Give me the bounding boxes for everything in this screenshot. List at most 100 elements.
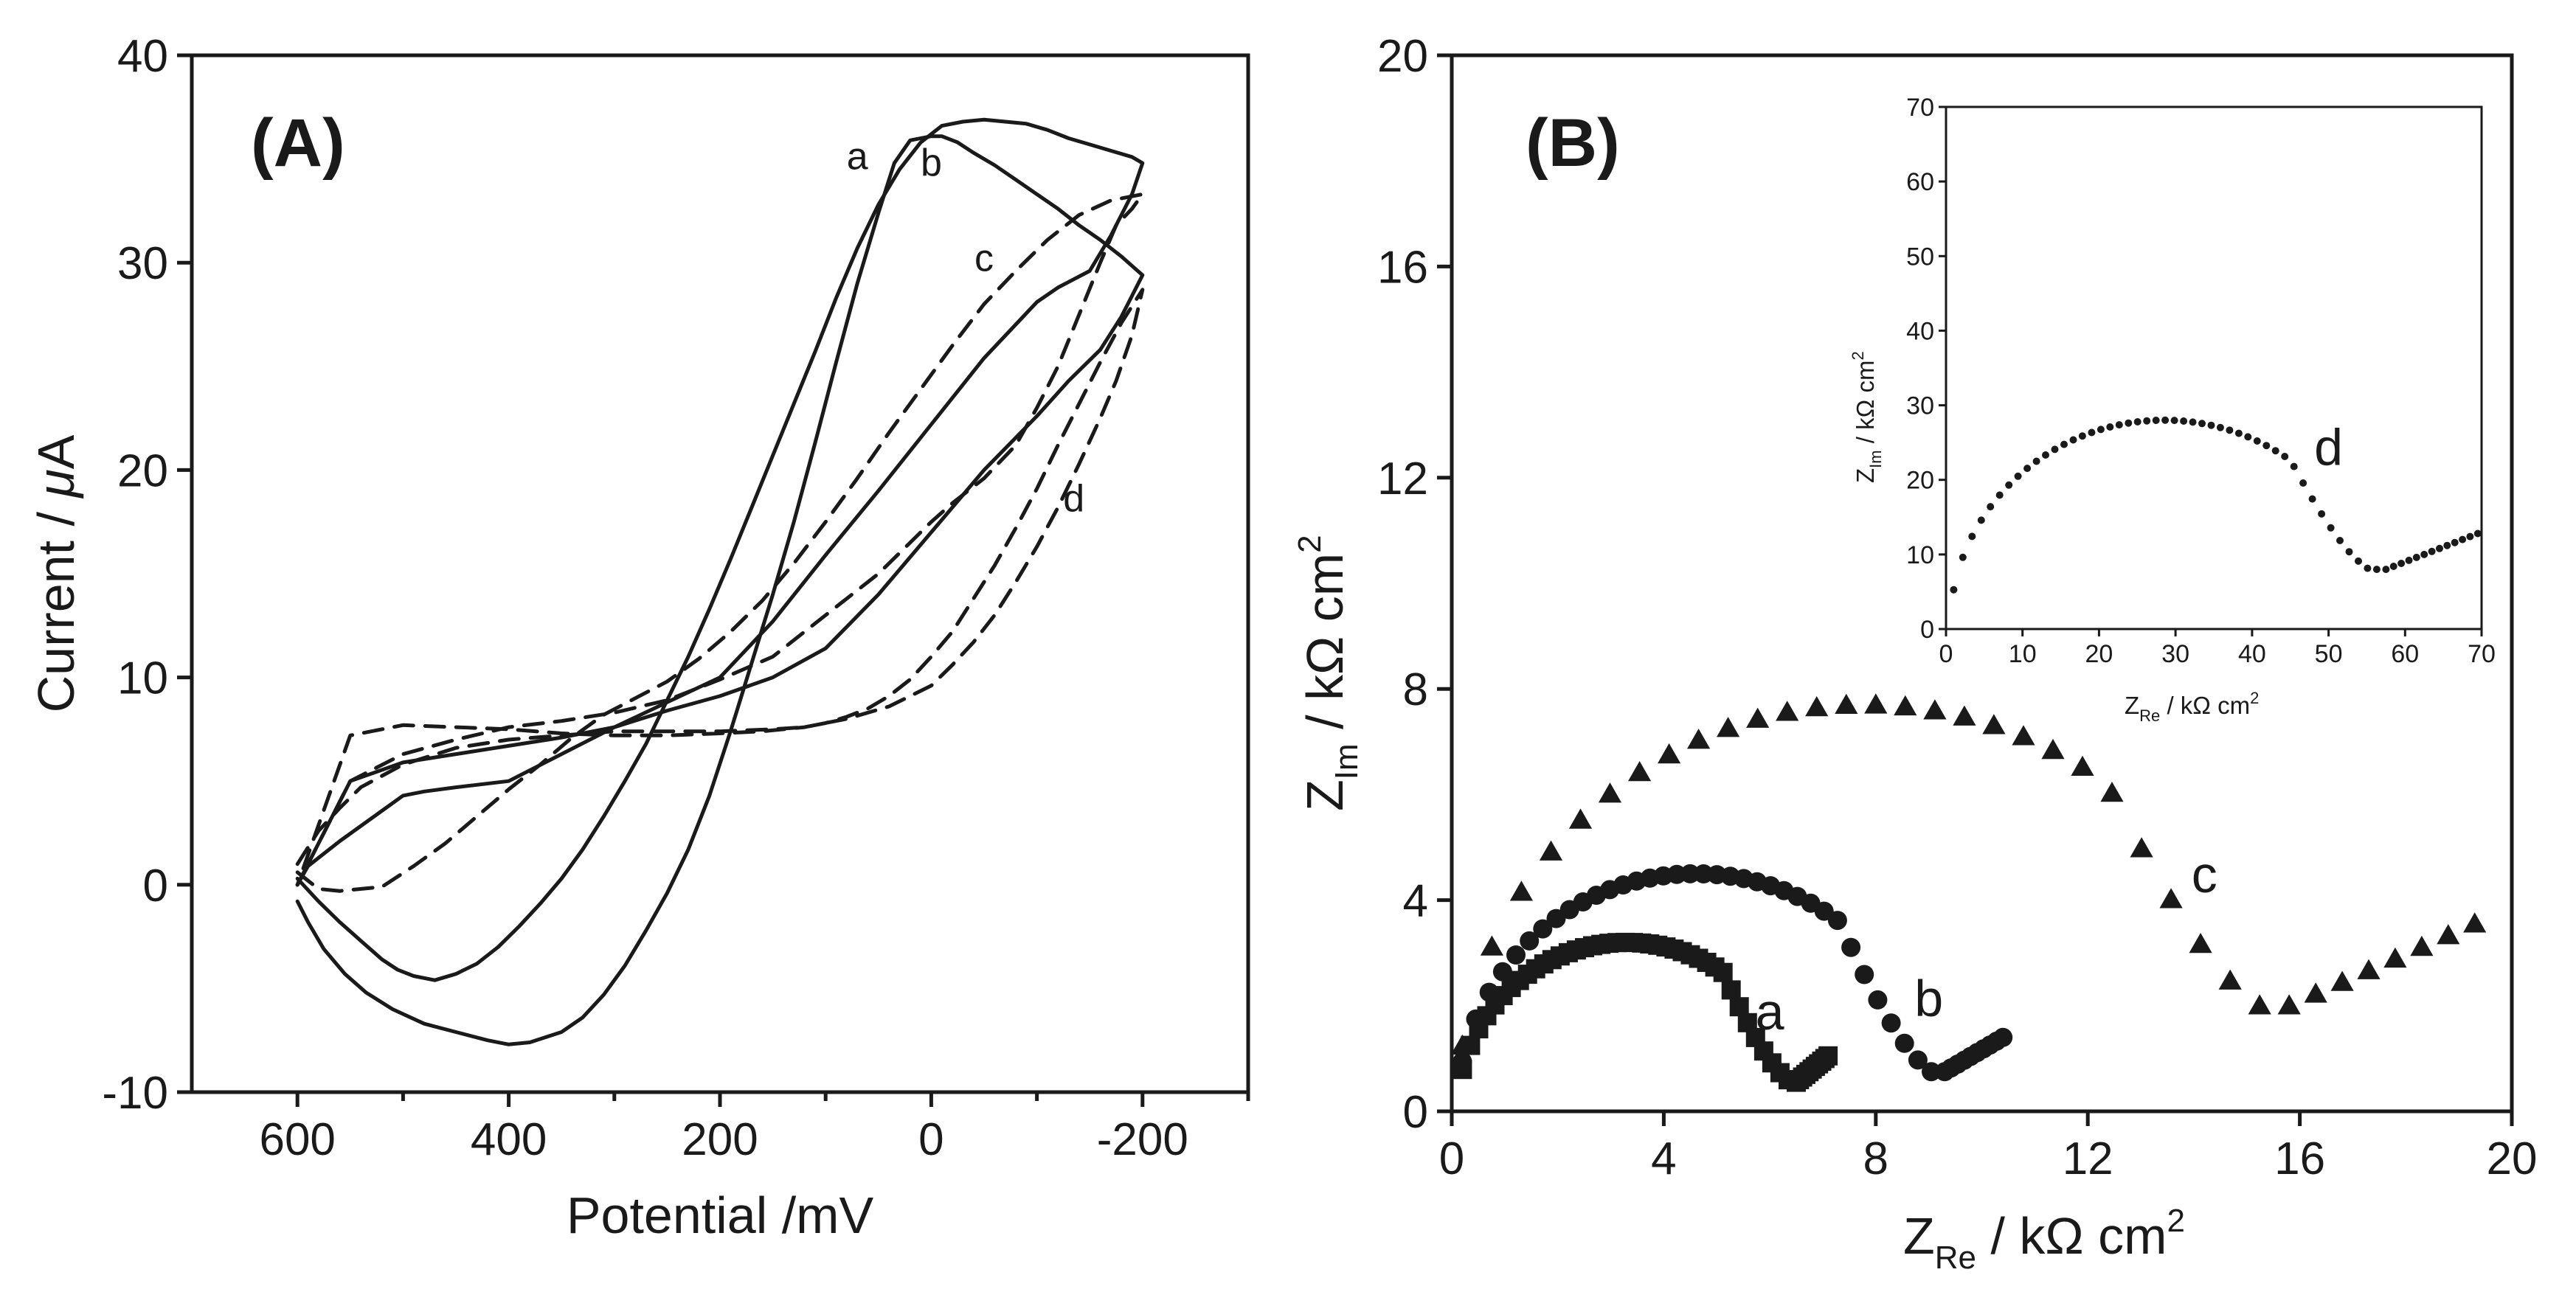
panel-b-x-label-z: Z — [1903, 1207, 1935, 1265]
inset-point-d — [2051, 445, 2059, 454]
panel-a-x-tick-label: 400 — [471, 1114, 547, 1165]
panel-b-point-a — [1713, 962, 1733, 982]
inset-y-tick-label: 40 — [1906, 317, 1934, 345]
panel-b-curve-labels: a b c — [1756, 846, 2217, 1041]
panel-a-y-tick-label: 30 — [117, 238, 168, 289]
inset-point-d — [2234, 429, 2243, 437]
panel-b-point-c — [2071, 755, 2094, 776]
panel-b-point-a — [1818, 1046, 1838, 1066]
inset-point-d — [2244, 433, 2252, 441]
panel-b-point-c — [1864, 693, 1888, 714]
inset-point-d — [2271, 447, 2279, 455]
inset-point-d — [2436, 544, 2443, 552]
panel-b-x-tick-label: 16 — [2274, 1133, 2325, 1184]
panel-b-point-b — [1908, 1050, 1928, 1070]
inset-point-d — [2253, 437, 2261, 445]
inset-curve-label-d: d — [2314, 419, 2343, 476]
inset-x-tick-label: 40 — [2238, 640, 2266, 668]
panel-b-y-tick-label: 0 — [1403, 1087, 1428, 1138]
panel-b-point-b — [1894, 1033, 1914, 1053]
panel-b-curve-label-b: b — [1914, 970, 1943, 1027]
panel-b-point-c — [1658, 743, 1681, 764]
panel-b-point-c — [2357, 959, 2381, 979]
inset-x-axis-label: ZRe / kΩ cm2 — [2125, 689, 2259, 725]
inset-point-d — [2023, 465, 2032, 473]
panel-b-point-c — [1953, 705, 1976, 726]
panel-b-point-c — [2189, 933, 2212, 954]
panel-b-y-tick-label: 20 — [1377, 31, 1428, 82]
panel-b-point-c — [1717, 717, 1740, 737]
inset-point-d — [2451, 538, 2459, 546]
panel-b-point-c — [2304, 982, 2327, 1003]
panel-b-y-tick-label: 4 — [1403, 876, 1428, 927]
inset-point-d — [2115, 421, 2123, 429]
inset-x-tick-label: 0 — [1939, 640, 1953, 668]
panel-b-point-a — [1721, 980, 1741, 1000]
panel-b-x-axis-label: ZRe / kΩ cm2 — [1903, 1203, 2185, 1276]
panel-b-point-c — [1923, 699, 1947, 720]
panel-b-point-b — [1855, 965, 1874, 984]
panel-b-x-label-sup: 2 — [2167, 1203, 2184, 1239]
inset-point-d — [2060, 440, 2068, 448]
panel-b-point-c — [1628, 761, 1652, 782]
inset-point-d — [2078, 432, 2086, 440]
panel-b-point-b — [1492, 962, 1512, 982]
inset-point-d — [2106, 423, 2114, 431]
panel-b-x-tick-label: 12 — [2063, 1133, 2113, 1184]
panel-a-y-tick-label: 0 — [143, 861, 168, 911]
panel-b-y-axis-label: ZIm / kΩ cm2 — [1292, 535, 1365, 811]
inset-point-d — [1968, 532, 1976, 541]
inset-y-axis-label: ZIm / kΩ cm2 — [1849, 351, 1885, 483]
panel-b-point-b — [1680, 864, 1700, 883]
inset-y-tick-label: 70 — [1906, 94, 1934, 122]
inset-y-label-z: Z — [1852, 468, 1879, 483]
panel-b-point-b — [1841, 937, 1861, 957]
panel-b-point-c — [1746, 707, 1770, 728]
panel-b-point-c — [1568, 808, 1593, 829]
panel-a-curve-c — [295, 192, 1145, 893]
panel-a-x-axis-label: Potential /mV — [567, 1187, 874, 1244]
panel-b-point-c — [2159, 888, 2183, 909]
panel-b-x-tick-label: 0 — [1439, 1133, 1464, 1184]
inset-point-d — [2189, 418, 2197, 426]
panel-b-series-b — [1453, 864, 2013, 1082]
inset-point-d — [2299, 479, 2307, 487]
inset-point-d — [2042, 451, 2049, 459]
panel-b-y-label-sub: Im — [1329, 743, 1365, 779]
panel-a-y-label-mu: μ — [27, 469, 85, 499]
panel-a-x-tick-label: 600 — [259, 1114, 335, 1165]
panel-a-curve-d — [295, 288, 1145, 887]
inset-x-tick-label: 20 — [2085, 640, 2113, 668]
panel-b-x-label-unit: / kΩ cm — [1976, 1207, 2167, 1265]
panel-b-x-tick-label: 4 — [1651, 1133, 1676, 1184]
panel-b-y-tick-label: 8 — [1403, 664, 1428, 715]
panel-b-point-c — [1894, 695, 1917, 716]
panel-b-point-c — [2463, 912, 2487, 933]
panel-b-point-c — [1450, 1034, 1474, 1055]
inset-point-d — [2125, 419, 2133, 427]
inset-y-tick-label: 0 — [1920, 616, 1934, 644]
panel-a-y-tick-label: -10 — [102, 1068, 168, 1119]
inset-x-tick-label: 60 — [2391, 640, 2419, 668]
panel-a-x-tick-label: 0 — [918, 1114, 944, 1165]
panel-b-series-c — [1450, 693, 2487, 1055]
panel-b-point-c — [1982, 714, 2006, 734]
inset-y-tick-label: 60 — [1906, 168, 1934, 196]
inset-point-d — [2308, 495, 2316, 503]
inset-point-d — [2382, 566, 2390, 574]
inset-plot-frame — [1945, 105, 2483, 631]
panel-b-point-c — [1598, 782, 1622, 803]
inset-point-d — [2372, 566, 2381, 574]
panel-a-y-axis-label: Current / μA — [27, 434, 85, 712]
panel-b-point-c — [1480, 935, 1503, 956]
inset-x-tick-label: 70 — [2468, 640, 2496, 668]
inset-series-d — [1950, 416, 2482, 594]
panel-a-curve-label-d: d — [1063, 478, 1084, 521]
panel-a-y-label-unit: A — [27, 434, 85, 469]
panel-b-point-c — [2437, 924, 2460, 945]
panel-b-point-c — [2410, 935, 2434, 956]
inset-series — [1950, 416, 2482, 594]
panel-b-curve-label-a: a — [1756, 983, 1784, 1041]
